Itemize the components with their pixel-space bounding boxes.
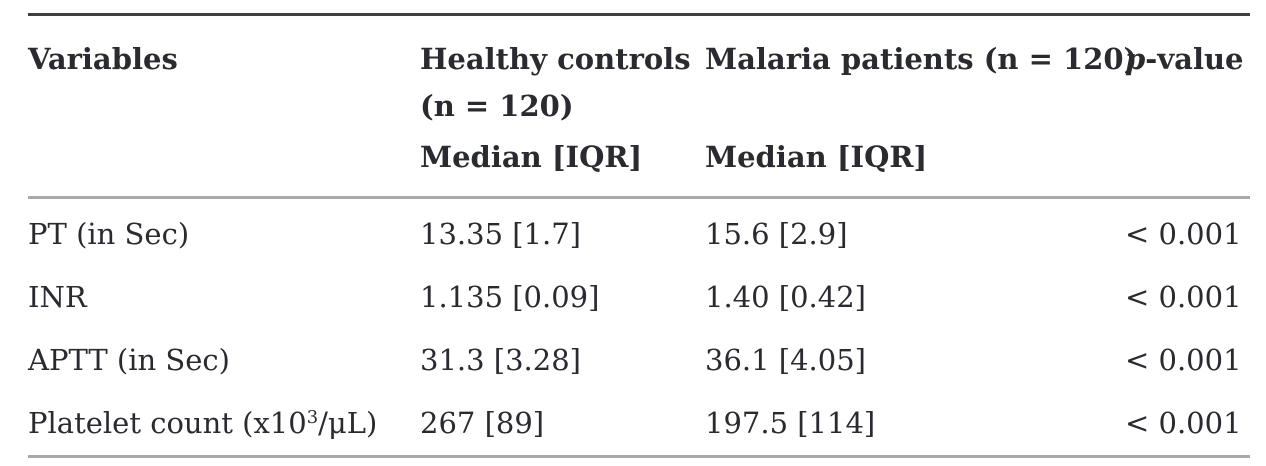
spacer-cell (28, 130, 420, 196)
header-p-value: p-value (1125, 16, 1250, 130)
cell-p-value: < 0.001 (1125, 217, 1242, 251)
cell-healthy-value: 1.135 [0.09] (420, 280, 600, 314)
table-bottom-rule (28, 455, 1250, 458)
table-row-pt: PT (in Sec) 13.35 [1.7] 15.6 [2.9] < 0.0… (28, 199, 1250, 266)
platelet-label-prefix: Platelet count (x10 (28, 406, 307, 440)
cell-malaria-value: 197.5 [114] (705, 406, 876, 440)
header-malaria-patients: Malaria patients (n = 120) (705, 42, 1138, 76)
spacer-cell (1125, 130, 1250, 196)
table-top-rule (28, 13, 1250, 16)
cell-p-value: < 0.001 (1125, 406, 1242, 440)
cell-p-value: < 0.001 (1125, 280, 1242, 314)
p-value-suffix: -value (1145, 42, 1244, 76)
cell-healthy-value: 267 [89] (420, 406, 545, 440)
cell-malaria-value: 36.1 [4.05] (705, 343, 866, 377)
p-value-italic-p: p (1125, 42, 1146, 76)
platelet-label-suffix: /μL) (318, 406, 378, 440)
cell-p-value: < 0.001 (1125, 343, 1242, 377)
superscript-3: 3 (306, 407, 319, 429)
cell-variable: Platelet count (x103/μL) (28, 392, 420, 455)
cell-healthy-value: 31.3 [3.28] (420, 343, 581, 377)
cell-malaria-value: 15.6 [2.9] (705, 217, 848, 251)
cell-malaria-value: 1.40 [0.42] (705, 280, 866, 314)
table-mid-rule (28, 196, 1250, 199)
table-header-row: Variables Healthy controls (n = 120) Mal… (28, 16, 1250, 130)
header-healthy-line2: (n = 120) (420, 89, 574, 123)
subheader-malaria-median-iqr: Median [IQR] (705, 140, 928, 174)
header-variables: Variables (28, 42, 178, 76)
table-row-inr: INR 1.135 [0.09] 1.40 [0.42] < 0.001 (28, 266, 1250, 329)
statistics-table: Variables Healthy controls (n = 120) Mal… (28, 13, 1250, 458)
table-row-platelet: Platelet count (x103/μL) 267 [89] 197.5 … (28, 392, 1250, 455)
cell-variable: PT (in Sec) (28, 217, 190, 251)
table-row-aptt: APTT (in Sec) 31.3 [3.28] 36.1 [4.05] < … (28, 329, 1250, 392)
header-healthy-controls: Healthy controls (n = 120) (420, 16, 705, 130)
table-subheader-row: Median [IQR] Median [IQR] (28, 130, 1250, 196)
cell-healthy-value: 13.35 [1.7] (420, 217, 581, 251)
cell-variable: APTT (in Sec) (28, 343, 230, 377)
header-healthy-line1: Healthy controls (420, 42, 691, 76)
subheader-healthy-median-iqr: Median [IQR] (420, 140, 643, 174)
cell-variable: INR (28, 280, 87, 314)
